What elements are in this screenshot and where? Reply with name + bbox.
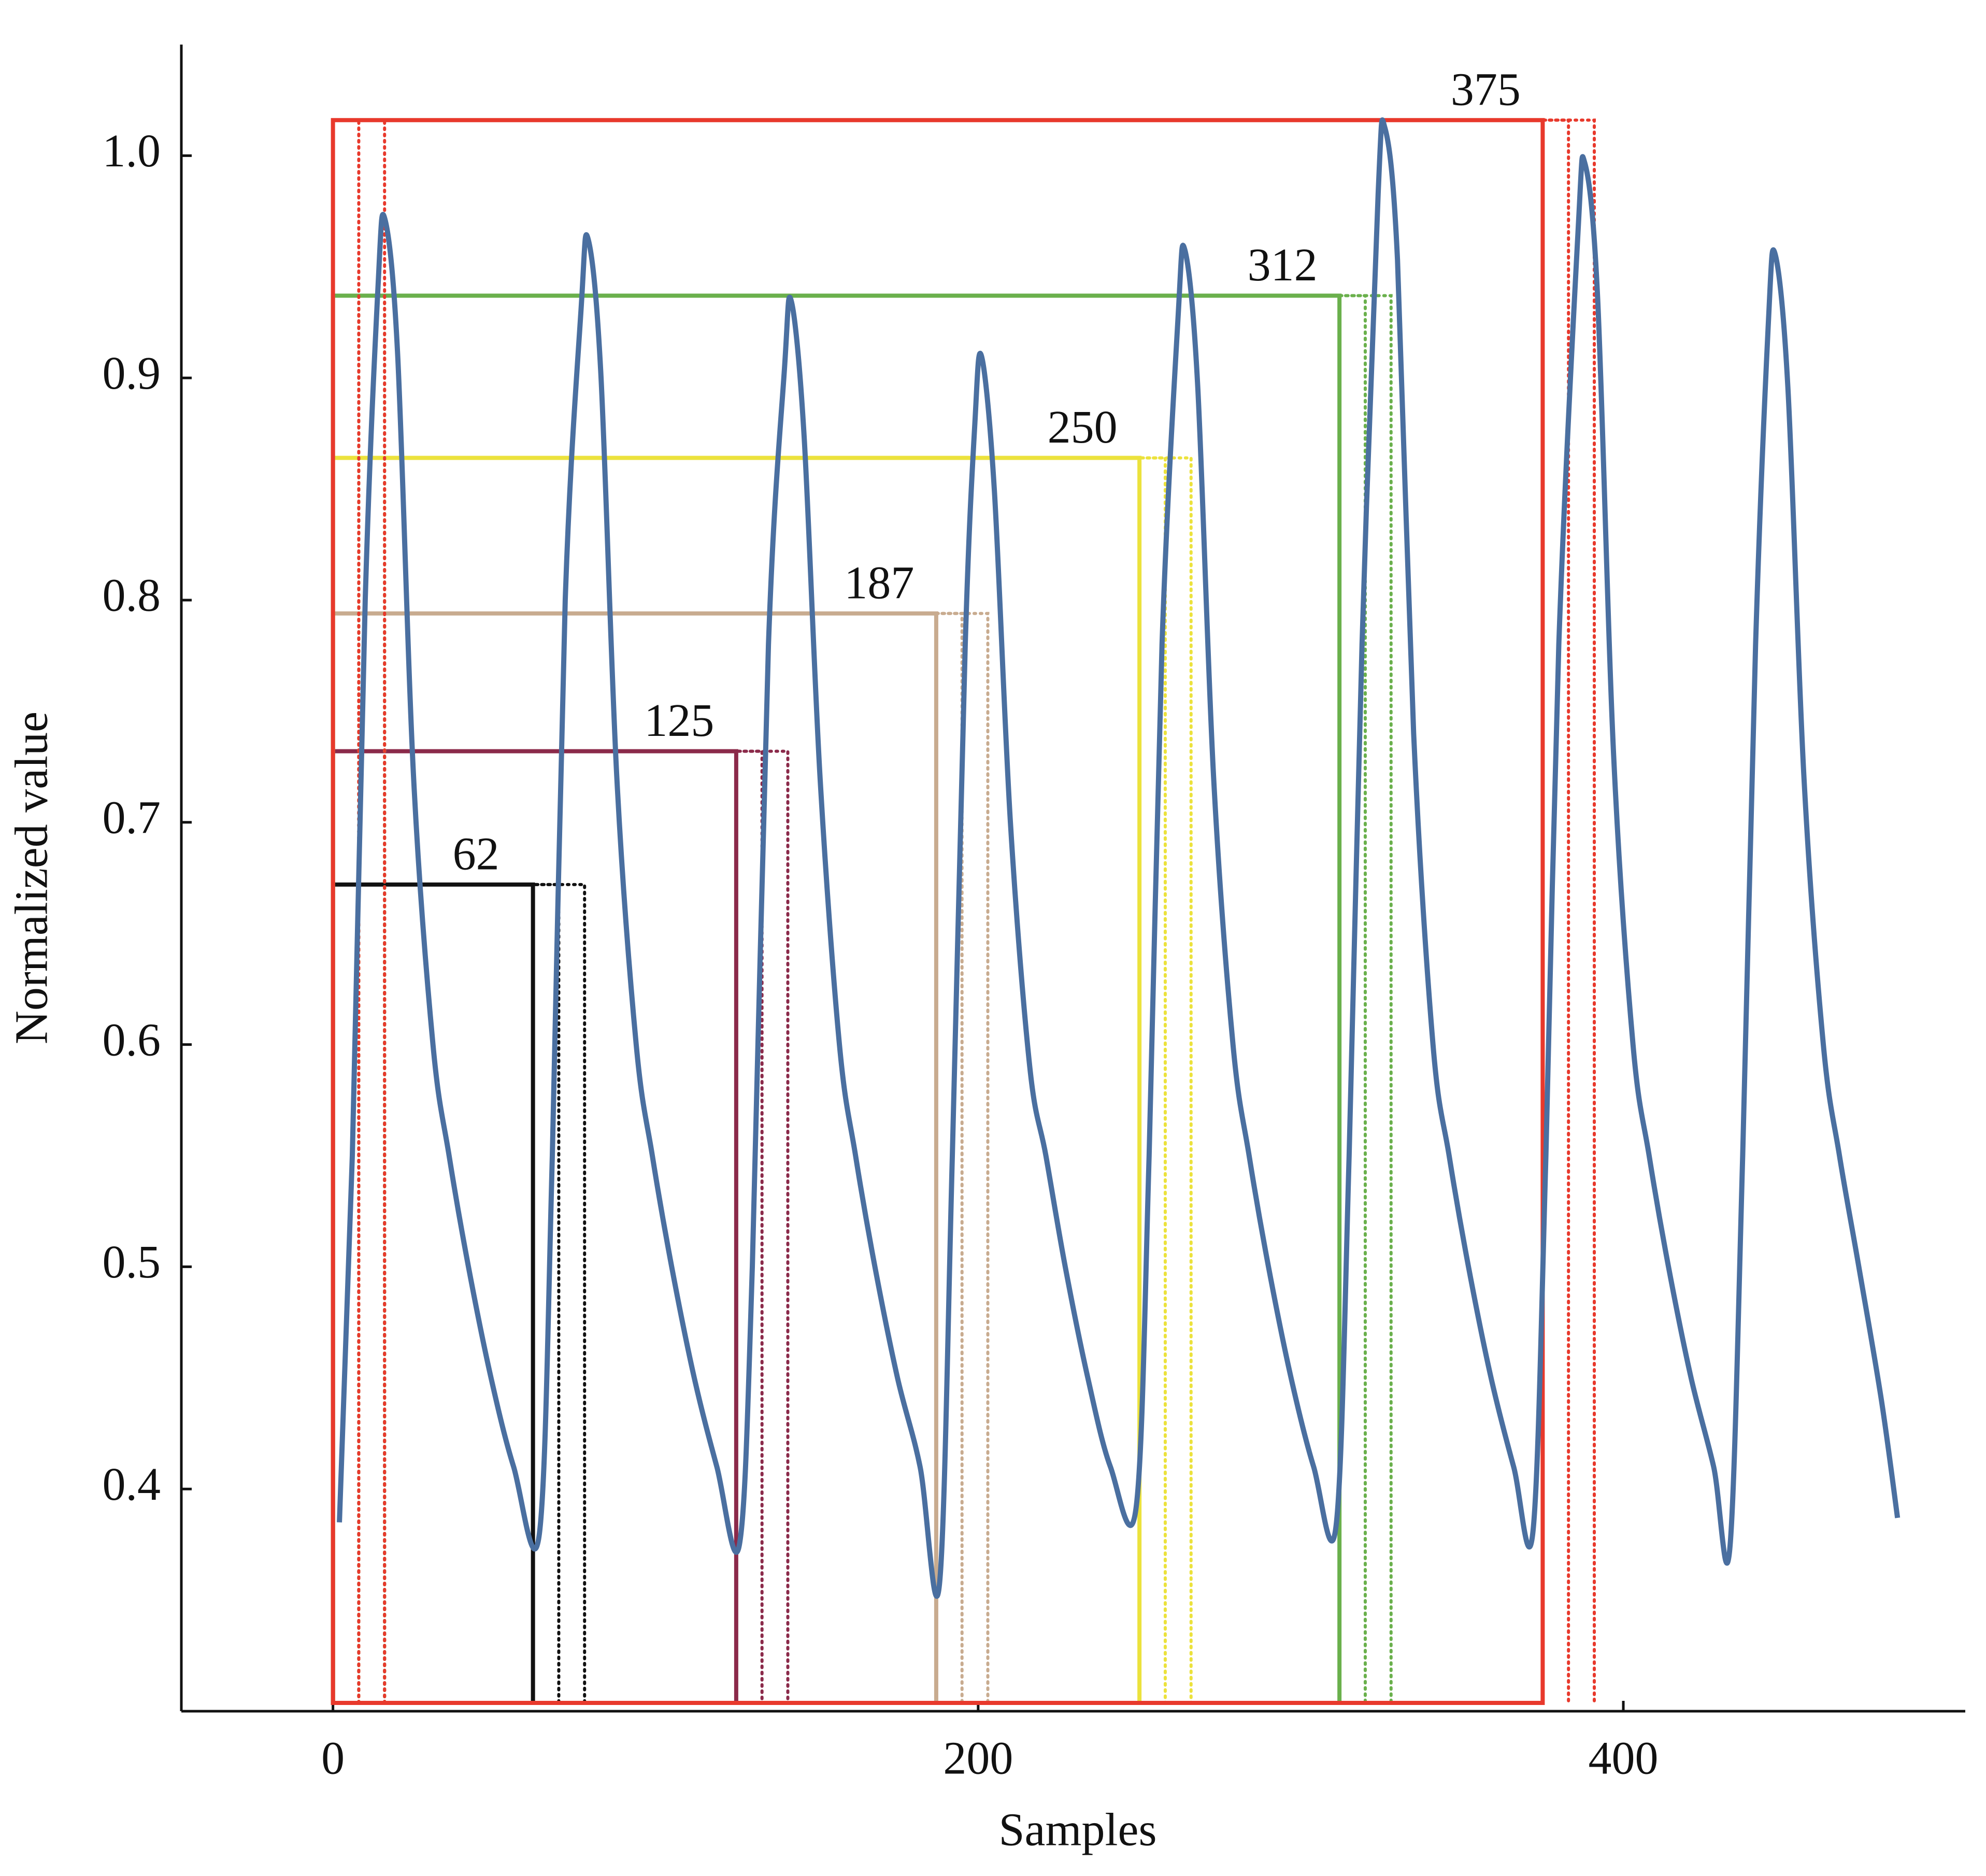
y-tick-label: 0.4 — [103, 1459, 161, 1510]
window-shifted — [357, 612, 964, 1704]
window-label: 375 — [1451, 64, 1521, 115]
y-tick-label: 0.7 — [103, 792, 161, 843]
x-axis-label: Samples — [999, 1804, 1157, 1856]
window-shifted — [357, 118, 1570, 1704]
window-label: 187 — [844, 557, 914, 608]
y-tick-label: 1.0 — [103, 125, 161, 177]
y-tick-label: 0.9 — [103, 348, 161, 399]
window — [331, 882, 535, 1705]
window-shifted — [383, 749, 790, 1704]
window-label: 250 — [1048, 402, 1118, 453]
y-axis-label: Normalized value — [6, 712, 58, 1044]
window-label: 312 — [1248, 239, 1318, 291]
window — [331, 611, 938, 1705]
window-shifted — [357, 294, 1367, 1704]
window-shifted — [383, 118, 1596, 1704]
x-tick-label: 200 — [943, 1733, 1013, 1784]
x-tick-label: 400 — [1589, 1733, 1659, 1784]
x-tick-label: 0 — [321, 1733, 345, 1784]
y-tick-label: 0.8 — [103, 570, 161, 621]
window-shifted — [383, 294, 1393, 1704]
y-tick-label: 0.5 — [103, 1237, 161, 1288]
window-label: 125 — [644, 695, 714, 746]
signal-line — [337, 117, 1901, 1599]
window-shifted — [357, 883, 561, 1704]
window — [331, 118, 1545, 1706]
window-label: 62 — [453, 829, 499, 880]
y-tick-label: 0.6 — [103, 1014, 161, 1065]
window-shifted — [383, 612, 990, 1704]
